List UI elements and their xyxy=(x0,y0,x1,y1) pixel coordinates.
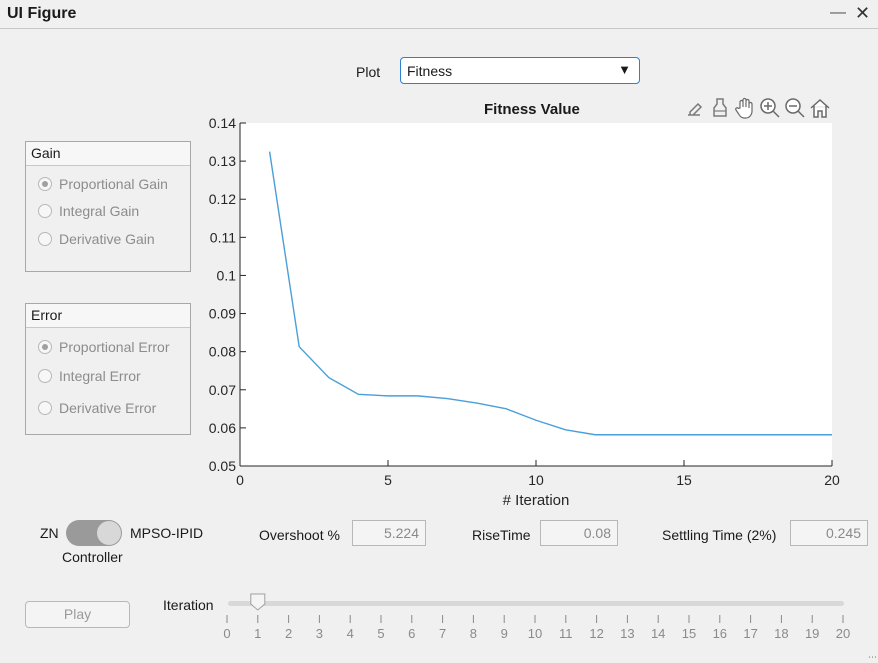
plot-label: Plot xyxy=(356,64,381,80)
fitness-chart: 0.05 0.06 0.07 0.08 0.09 0.1 0.11 0.12 0.13 0.14 0… xyxy=(209,115,840,509)
slider-tick-label: 18 xyxy=(774,626,788,641)
close-icon[interactable]: ✕ xyxy=(855,3,871,23)
slider-tick-label: 2 xyxy=(285,626,292,641)
risetime-field[interactable]: 0.08 xyxy=(540,520,618,546)
chart-title: Fitness Value xyxy=(484,101,580,118)
slider-tick-label: 12 xyxy=(589,626,603,641)
y-tick-label: 0.14 xyxy=(209,115,236,131)
data-cursor-icon[interactable] xyxy=(708,96,732,120)
radio-label: Proportional Error xyxy=(59,339,170,355)
play-button[interactable]: Play xyxy=(25,601,130,628)
slider-tick-label: 0 xyxy=(223,626,230,641)
slider-tick-label: 16 xyxy=(713,626,727,641)
radio-label: Integral Error xyxy=(59,368,141,384)
slider-tick-label: 20 xyxy=(836,626,850,641)
plot-dropdown[interactable]: Fitness ▼ xyxy=(400,57,640,84)
x-tick-label: 0 xyxy=(236,472,244,488)
radio-indicator xyxy=(38,232,52,246)
slider-tick-label: 5 xyxy=(377,626,384,641)
gain-panel-title: Gain xyxy=(26,142,190,166)
settling-time-label: Settling Time (2%) xyxy=(662,527,777,543)
plot-dropdown-value: Fitness xyxy=(407,63,453,79)
slider-tick-label: 3 xyxy=(316,626,323,641)
risetime-label: RiseTime xyxy=(472,527,531,543)
overshoot-field[interactable]: 5.224 xyxy=(352,520,426,546)
slider-tick-label: 11 xyxy=(559,626,573,641)
x-axis-label: # Iteration xyxy=(503,492,570,509)
radio-indicator xyxy=(38,340,52,354)
radio-indicator xyxy=(38,204,52,218)
overshoot-label: Overshoot % xyxy=(259,527,340,543)
slider-tick-label: 19 xyxy=(805,626,819,641)
iteration-label: Iteration xyxy=(163,597,214,613)
radio-indicator xyxy=(38,177,52,191)
slider-thumb[interactable] xyxy=(250,593,266,611)
y-tick-label: 0.09 xyxy=(209,306,236,322)
radio-indicator xyxy=(38,369,52,383)
radio-label: Integral Gain xyxy=(59,203,140,219)
y-tick-label: 0.13 xyxy=(209,153,236,169)
slider-tick-label: 14 xyxy=(651,626,665,641)
radio-label: Derivative Gain xyxy=(59,231,155,247)
gain-panel: Gain Proportional Gain Integral Gain Der… xyxy=(25,141,191,272)
switch-left-label: ZN xyxy=(40,525,59,541)
fitness-series-line xyxy=(268,151,832,436)
home-icon[interactable] xyxy=(808,96,832,120)
zoom-in-icon[interactable] xyxy=(758,96,782,120)
title-bar: UI Figure — ✕ xyxy=(0,0,878,29)
slider-tick-label: 13 xyxy=(620,626,634,641)
pan-icon[interactable] xyxy=(733,96,757,120)
x-tick-label: 15 xyxy=(676,472,692,488)
slider-tick-label: 9 xyxy=(501,626,508,641)
iteration-slider-track[interactable] xyxy=(228,601,844,606)
iteration-slider[interactable]: 0 1 2 3 4 5 6 7 8 9 10 11 12 13 14 15 16 17 18 19 20 xyxy=(215,590,860,645)
error-panel: Error Proportional Error Integral Error … xyxy=(25,303,191,435)
resize-grip-icon[interactable]: ⋯ xyxy=(868,652,877,662)
x-tick-label: 10 xyxy=(528,472,544,488)
settling-time-field[interactable]: 0.245 xyxy=(790,520,868,546)
slider-tick-label: 1 xyxy=(254,626,261,641)
slider-tick-label: 17 xyxy=(743,626,757,641)
minimize-icon[interactable]: — xyxy=(830,4,846,21)
slider-tick-label: 8 xyxy=(470,626,477,641)
switch-right-label: MPSO-IPID xyxy=(130,525,204,541)
y-tick-label: 0.06 xyxy=(209,420,236,436)
y-tick-label: 0.1 xyxy=(217,267,237,283)
slider-tick-label: 10 xyxy=(528,626,542,641)
radio-label: Derivative Error xyxy=(59,400,157,416)
slider-tick-label: 15 xyxy=(682,626,696,641)
x-tick-label: 5 xyxy=(384,472,392,488)
slider-tick-label: 6 xyxy=(408,626,415,641)
zoom-out-icon[interactable] xyxy=(783,96,807,120)
radio-label: Proportional Gain xyxy=(59,176,168,192)
window-title: UI Figure xyxy=(7,5,77,22)
dropdown-arrow-icon[interactable]: ▼ xyxy=(618,62,631,77)
y-tick-label: 0.07 xyxy=(209,382,236,398)
y-tick-label: 0.12 xyxy=(209,191,236,207)
plot-area xyxy=(240,123,832,466)
x-tick-label: 20 xyxy=(824,472,840,488)
y-tick-label: 0.08 xyxy=(209,344,236,360)
controller-caption: Controller xyxy=(62,549,123,565)
y-tick-label: 0.11 xyxy=(210,229,236,245)
radio-indicator xyxy=(38,401,52,415)
switch-knob[interactable] xyxy=(97,521,121,545)
brush-icon[interactable] xyxy=(684,96,708,120)
slider-tick-label: 4 xyxy=(347,626,354,641)
axes-toolbar xyxy=(684,96,834,122)
error-panel-title: Error xyxy=(26,304,190,328)
y-tick-label: 0.05 xyxy=(209,458,236,474)
controller-switch[interactable] xyxy=(66,520,122,546)
slider-tick-label: 7 xyxy=(439,626,446,641)
